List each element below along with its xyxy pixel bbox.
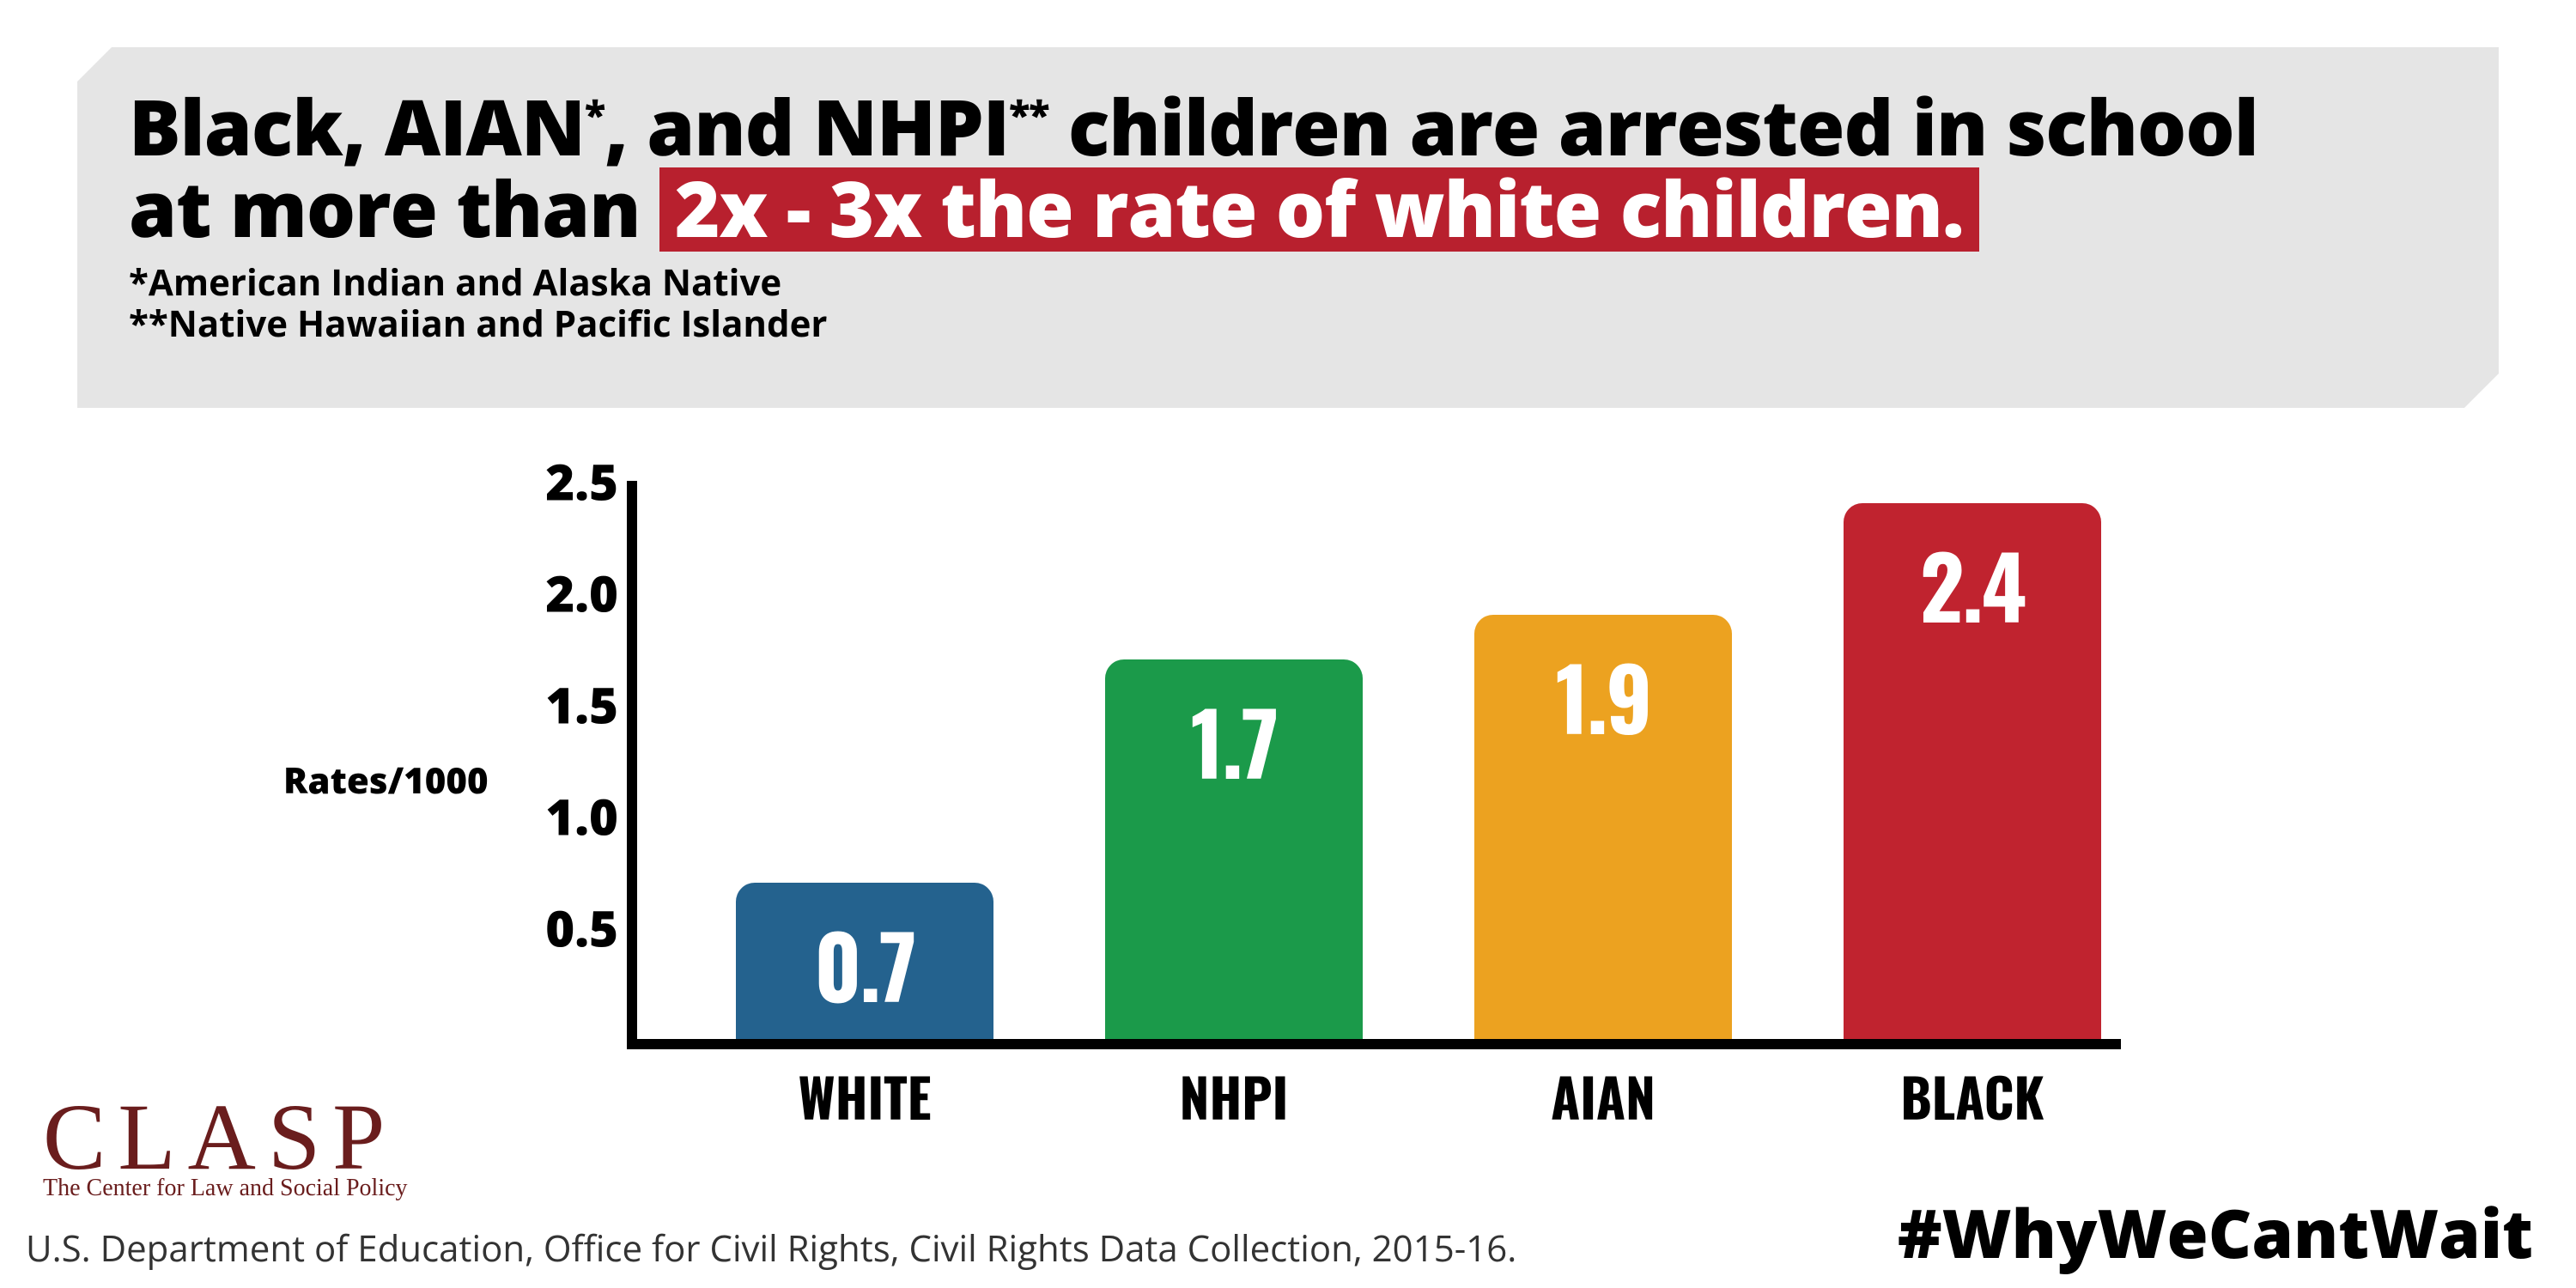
bar-value: 1.7 [1191, 677, 1278, 804]
bars-area: 0.7 1.7 1.9 2.4 [637, 481, 2114, 1039]
headline-star2: ** [1009, 88, 1048, 141]
bar-value: 1.9 [1556, 632, 1651, 759]
bar-black: 2.4 [1844, 503, 2101, 1039]
bar-white: 0.7 [736, 883, 993, 1039]
hashtag: #WhyWeCantWait [1898, 1187, 2533, 1278]
y-tick: 1.0 [507, 782, 618, 850]
x-label: BLACK [1788, 1056, 2157, 1135]
headline-line2-pre: at more than [129, 155, 659, 260]
x-label: NHPI [1049, 1056, 1419, 1135]
x-axis-line [627, 1039, 2121, 1049]
headline: Black, AIAN*, and NHPI** children are ar… [129, 86, 2447, 252]
footnote-2: **Native Hawaiian and Pacific Islander [129, 303, 2447, 344]
x-label: AIAN [1419, 1056, 1788, 1135]
bar-aian: 1.9 [1474, 615, 1732, 1039]
y-axis-line [627, 481, 637, 1048]
bar-chart: Rates/1000 0.51.01.52.02.5 0.71.71.92.4 … [309, 481, 2112, 1133]
bar-value: 0.7 [814, 900, 914, 1027]
bar-value: 2.4 [1920, 520, 2025, 647]
header-box: Black, AIAN*, and NHPI** children are ar… [77, 47, 2499, 408]
logo-subtitle: The Center for Law and Social Policy [43, 1175, 408, 1202]
logo-text: CLASP [43, 1095, 408, 1180]
bar-nhpi: 1.7 [1105, 659, 1363, 1039]
headline-star1: * [585, 88, 605, 141]
y-tick: 1.5 [507, 671, 618, 738]
source-citation: U.S. Department of Education, Office for… [26, 1224, 1516, 1273]
footnote-1: *American Indian and Alaska Native [129, 262, 2447, 303]
y-tick: 0.5 [507, 894, 618, 962]
x-label: WHITE [680, 1056, 1049, 1135]
header-footnotes: *American Indian and Alaska Native **Nat… [129, 262, 2447, 345]
clasp-logo: CLASP The Center for Law and Social Poli… [43, 1095, 408, 1202]
y-axis-label: Rates/1000 [283, 756, 489, 805]
headline-highlight: 2x - 3x the rate of white children. [659, 167, 1979, 252]
y-tick: 2.0 [507, 559, 618, 627]
y-tick: 2.5 [507, 447, 618, 515]
